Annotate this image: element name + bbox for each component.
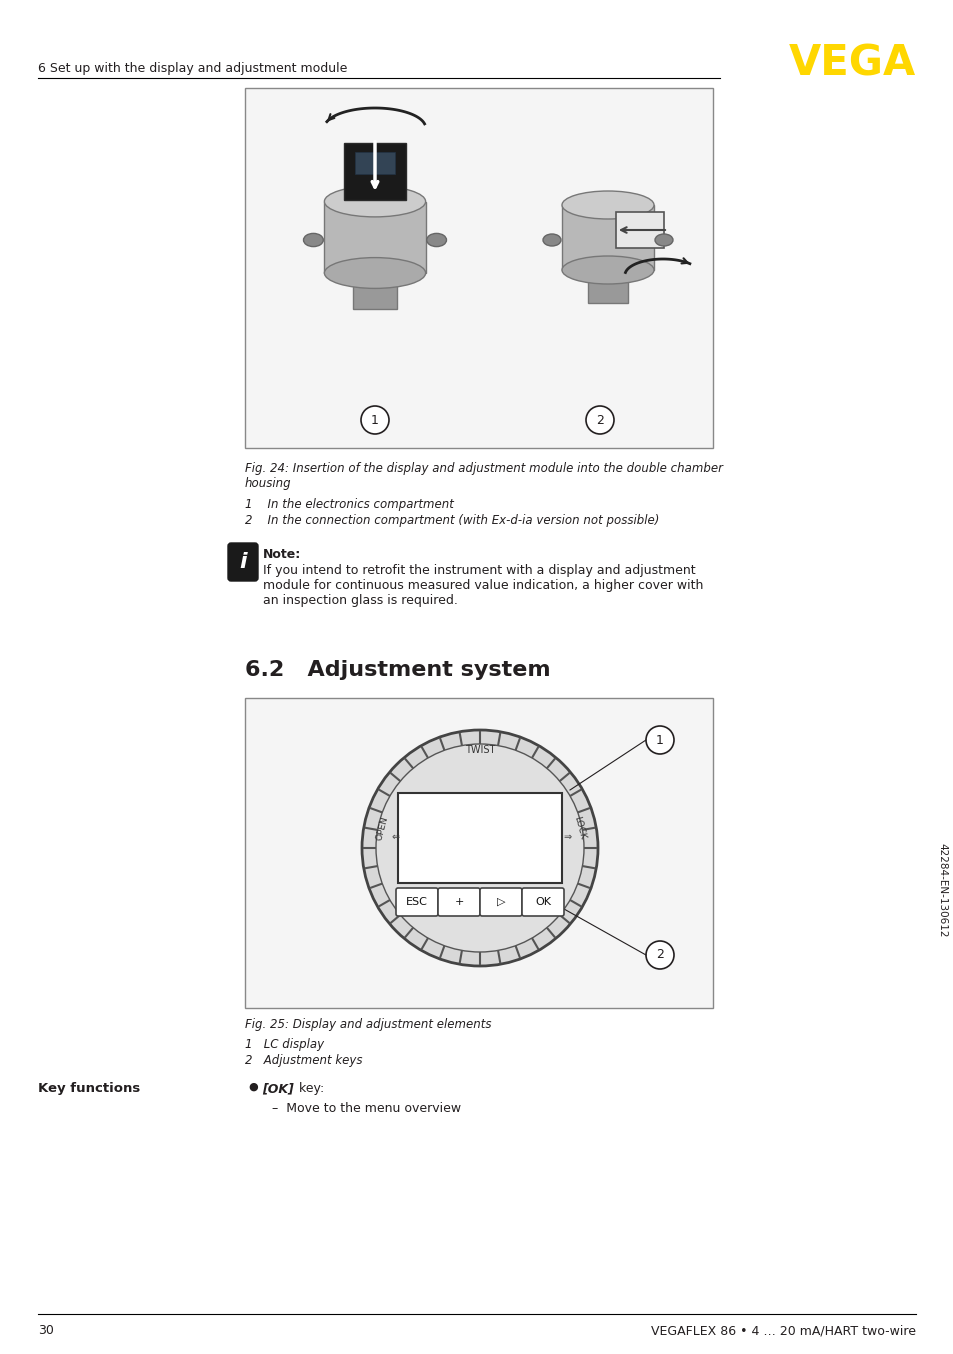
Text: key:: key: bbox=[294, 1082, 324, 1095]
Text: VEGAFLEX 86 • 4 … 20 mA/HART two-wire: VEGAFLEX 86 • 4 … 20 mA/HART two-wire bbox=[650, 1324, 915, 1336]
Text: Note:: Note: bbox=[263, 548, 301, 561]
Bar bbox=[324, 202, 425, 274]
Text: Fig. 25: Display and adjustment elements: Fig. 25: Display and adjustment elements bbox=[245, 1018, 491, 1030]
Text: ESC: ESC bbox=[406, 896, 428, 907]
Text: ⇐: ⇐ bbox=[392, 831, 399, 842]
Text: ●: ● bbox=[248, 1082, 257, 1091]
Text: If you intend to retrofit the instrument with a display and adjustment
module fo: If you intend to retrofit the instrument… bbox=[263, 565, 702, 607]
FancyBboxPatch shape bbox=[228, 543, 257, 581]
Bar bbox=[353, 282, 396, 309]
Text: Fig. 24: Insertion of the display and adjustment module into the double chamber
: Fig. 24: Insertion of the display and ad… bbox=[245, 462, 722, 490]
Text: [OK]: [OK] bbox=[262, 1082, 294, 1095]
Text: 1    In the electronics compartment: 1 In the electronics compartment bbox=[245, 498, 454, 510]
Text: 2    In the connection compartment (with Ex-d-ia version not possible): 2 In the connection compartment (with Ex… bbox=[245, 515, 659, 527]
Bar bbox=[616, 213, 663, 248]
Text: 1   LC display: 1 LC display bbox=[245, 1039, 324, 1051]
Circle shape bbox=[361, 730, 598, 965]
FancyBboxPatch shape bbox=[395, 888, 437, 917]
Ellipse shape bbox=[426, 233, 446, 246]
FancyBboxPatch shape bbox=[245, 699, 712, 1007]
Text: 2: 2 bbox=[596, 413, 603, 427]
Circle shape bbox=[360, 406, 389, 435]
FancyBboxPatch shape bbox=[479, 888, 521, 917]
Circle shape bbox=[645, 726, 673, 754]
Ellipse shape bbox=[655, 234, 672, 246]
Text: +: + bbox=[454, 896, 463, 907]
Bar bbox=[561, 204, 654, 269]
Text: 1: 1 bbox=[371, 413, 378, 427]
Bar bbox=[344, 144, 405, 200]
Text: 6 Set up with the display and adjustment module: 6 Set up with the display and adjustment… bbox=[38, 62, 347, 74]
Text: ⇒: ⇒ bbox=[563, 831, 572, 842]
Ellipse shape bbox=[303, 233, 323, 246]
Text: Key functions: Key functions bbox=[38, 1082, 140, 1095]
Text: 42284-EN-130612: 42284-EN-130612 bbox=[936, 842, 946, 937]
Text: i: i bbox=[239, 552, 247, 571]
Text: TWIST: TWIST bbox=[464, 745, 495, 756]
Text: 2: 2 bbox=[656, 949, 663, 961]
Bar bbox=[587, 278, 627, 303]
Text: ▷: ▷ bbox=[497, 896, 505, 907]
Ellipse shape bbox=[561, 256, 654, 284]
Circle shape bbox=[585, 406, 614, 435]
Ellipse shape bbox=[542, 234, 560, 246]
Text: 6.2   Adjustment system: 6.2 Adjustment system bbox=[245, 659, 550, 680]
Circle shape bbox=[375, 743, 583, 952]
Text: 30: 30 bbox=[38, 1324, 53, 1336]
FancyBboxPatch shape bbox=[521, 888, 563, 917]
FancyBboxPatch shape bbox=[245, 88, 712, 448]
Bar bbox=[355, 152, 395, 175]
Ellipse shape bbox=[324, 257, 425, 288]
Text: OPEN: OPEN bbox=[375, 815, 389, 841]
Text: 1: 1 bbox=[656, 734, 663, 746]
Text: 2   Adjustment keys: 2 Adjustment keys bbox=[245, 1053, 362, 1067]
FancyBboxPatch shape bbox=[437, 888, 479, 917]
Text: LOCK: LOCK bbox=[572, 815, 587, 841]
Text: –  Move to the menu overview: – Move to the menu overview bbox=[272, 1102, 460, 1114]
Text: OK: OK bbox=[535, 896, 551, 907]
Ellipse shape bbox=[561, 191, 654, 219]
Circle shape bbox=[645, 941, 673, 969]
Bar bbox=[397, 793, 561, 883]
Ellipse shape bbox=[324, 185, 425, 217]
Text: VEGA: VEGA bbox=[788, 42, 915, 84]
